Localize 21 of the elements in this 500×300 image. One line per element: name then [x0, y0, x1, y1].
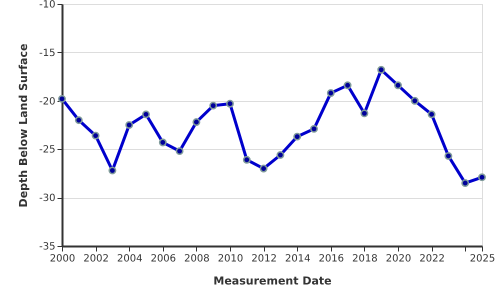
y-tick-label: -15 — [39, 48, 56, 59]
x-tick-label: 2010 — [218, 254, 244, 264]
y-tick-label: -10 — [39, 0, 56, 10]
x-tick-label: 2008 — [184, 254, 210, 264]
x-tick-label: 2022 — [419, 254, 445, 264]
x-tick-label: 2006 — [150, 254, 176, 264]
y-tick-label: -25 — [39, 144, 56, 156]
y-tick-label: -35 — [39, 242, 56, 252]
x-tick-label: 2014 — [284, 254, 310, 264]
y-tick-label: -20 — [39, 96, 56, 108]
x-tick-label: 2018 — [352, 254, 378, 264]
x-tick-label: 2025 — [470, 254, 496, 264]
y-tick-label: -30 — [39, 193, 56, 204]
y-axis-title: Depth Below Land Surface — [17, 44, 30, 208]
x-axis-title: Measurement Date — [213, 274, 332, 288]
x-tick-label: 2016 — [318, 254, 344, 264]
x-tick-label: 2020 — [386, 254, 412, 264]
x-tick-label: 2012 — [251, 254, 277, 264]
x-tick-label: 2004 — [116, 254, 142, 264]
x-tick-label: 2002 — [83, 254, 109, 264]
x-tick-label: 2000 — [50, 254, 76, 264]
